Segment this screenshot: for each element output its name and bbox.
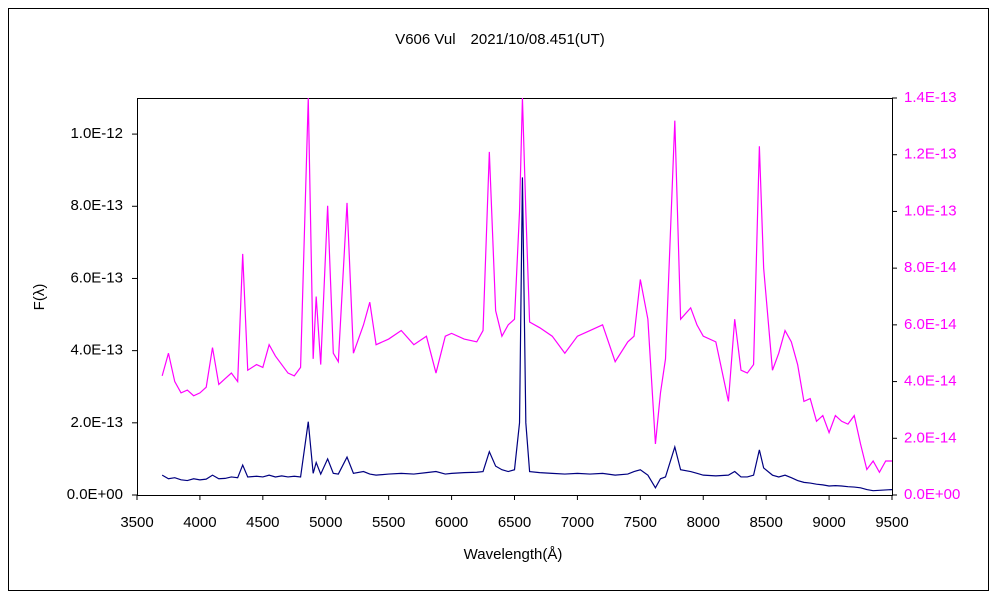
x-tick-label: 6000: [435, 514, 468, 531]
x-tick-label: 5000: [309, 514, 342, 531]
x-tick-label: 7000: [561, 514, 594, 531]
y2-tick-label: 0.0E+00: [904, 486, 960, 503]
y2-tick-label: 1.0E-13: [904, 202, 957, 219]
x-tick-label: 3500: [120, 514, 153, 531]
y-tick-label: 4.0E-13: [70, 342, 123, 359]
y-tick-label: 0.0E+00: [67, 486, 123, 503]
series-line: [161, 177, 892, 492]
x-tick-label: 8500: [749, 514, 782, 531]
x-tick-label: 9500: [875, 514, 908, 531]
x-axis-label: Wavelength(Å): [464, 546, 563, 563]
y-tick-label: 1.0E-12: [70, 125, 123, 142]
y2-tick-label: 2.0E-14: [904, 429, 957, 446]
y2-tick-label: 8.0E-14: [904, 259, 957, 276]
x-tick-label: 9000: [812, 514, 845, 531]
y-tick-label: 8.0E-13: [70, 197, 123, 214]
y-tick-label: 2.0E-13: [70, 414, 123, 431]
y2-tick-label: 4.0E-14: [904, 373, 957, 390]
series-line: [161, 98, 892, 474]
chart-title: V606 Vul 2021/10/08.451(UT): [395, 31, 605, 48]
x-tick-label: 5500: [372, 514, 405, 531]
plot-lines: [161, 98, 892, 492]
y2-tick-label: 1.4E-13: [904, 89, 957, 106]
y2-tick-label: 1.2E-13: [904, 146, 957, 163]
y2-tick-label: 6.0E-14: [904, 316, 957, 333]
y-tick-label: 6.0E-13: [70, 269, 123, 286]
x-tick-label: 7500: [624, 514, 657, 531]
chart-frame: [8, 8, 989, 591]
x-tick-label: 8000: [687, 514, 720, 531]
y-axis-label: F(λ): [31, 284, 48, 311]
x-tick-label: 4000: [183, 514, 216, 531]
x-tick-label: 4500: [246, 514, 279, 531]
x-tick-label: 6500: [498, 514, 531, 531]
